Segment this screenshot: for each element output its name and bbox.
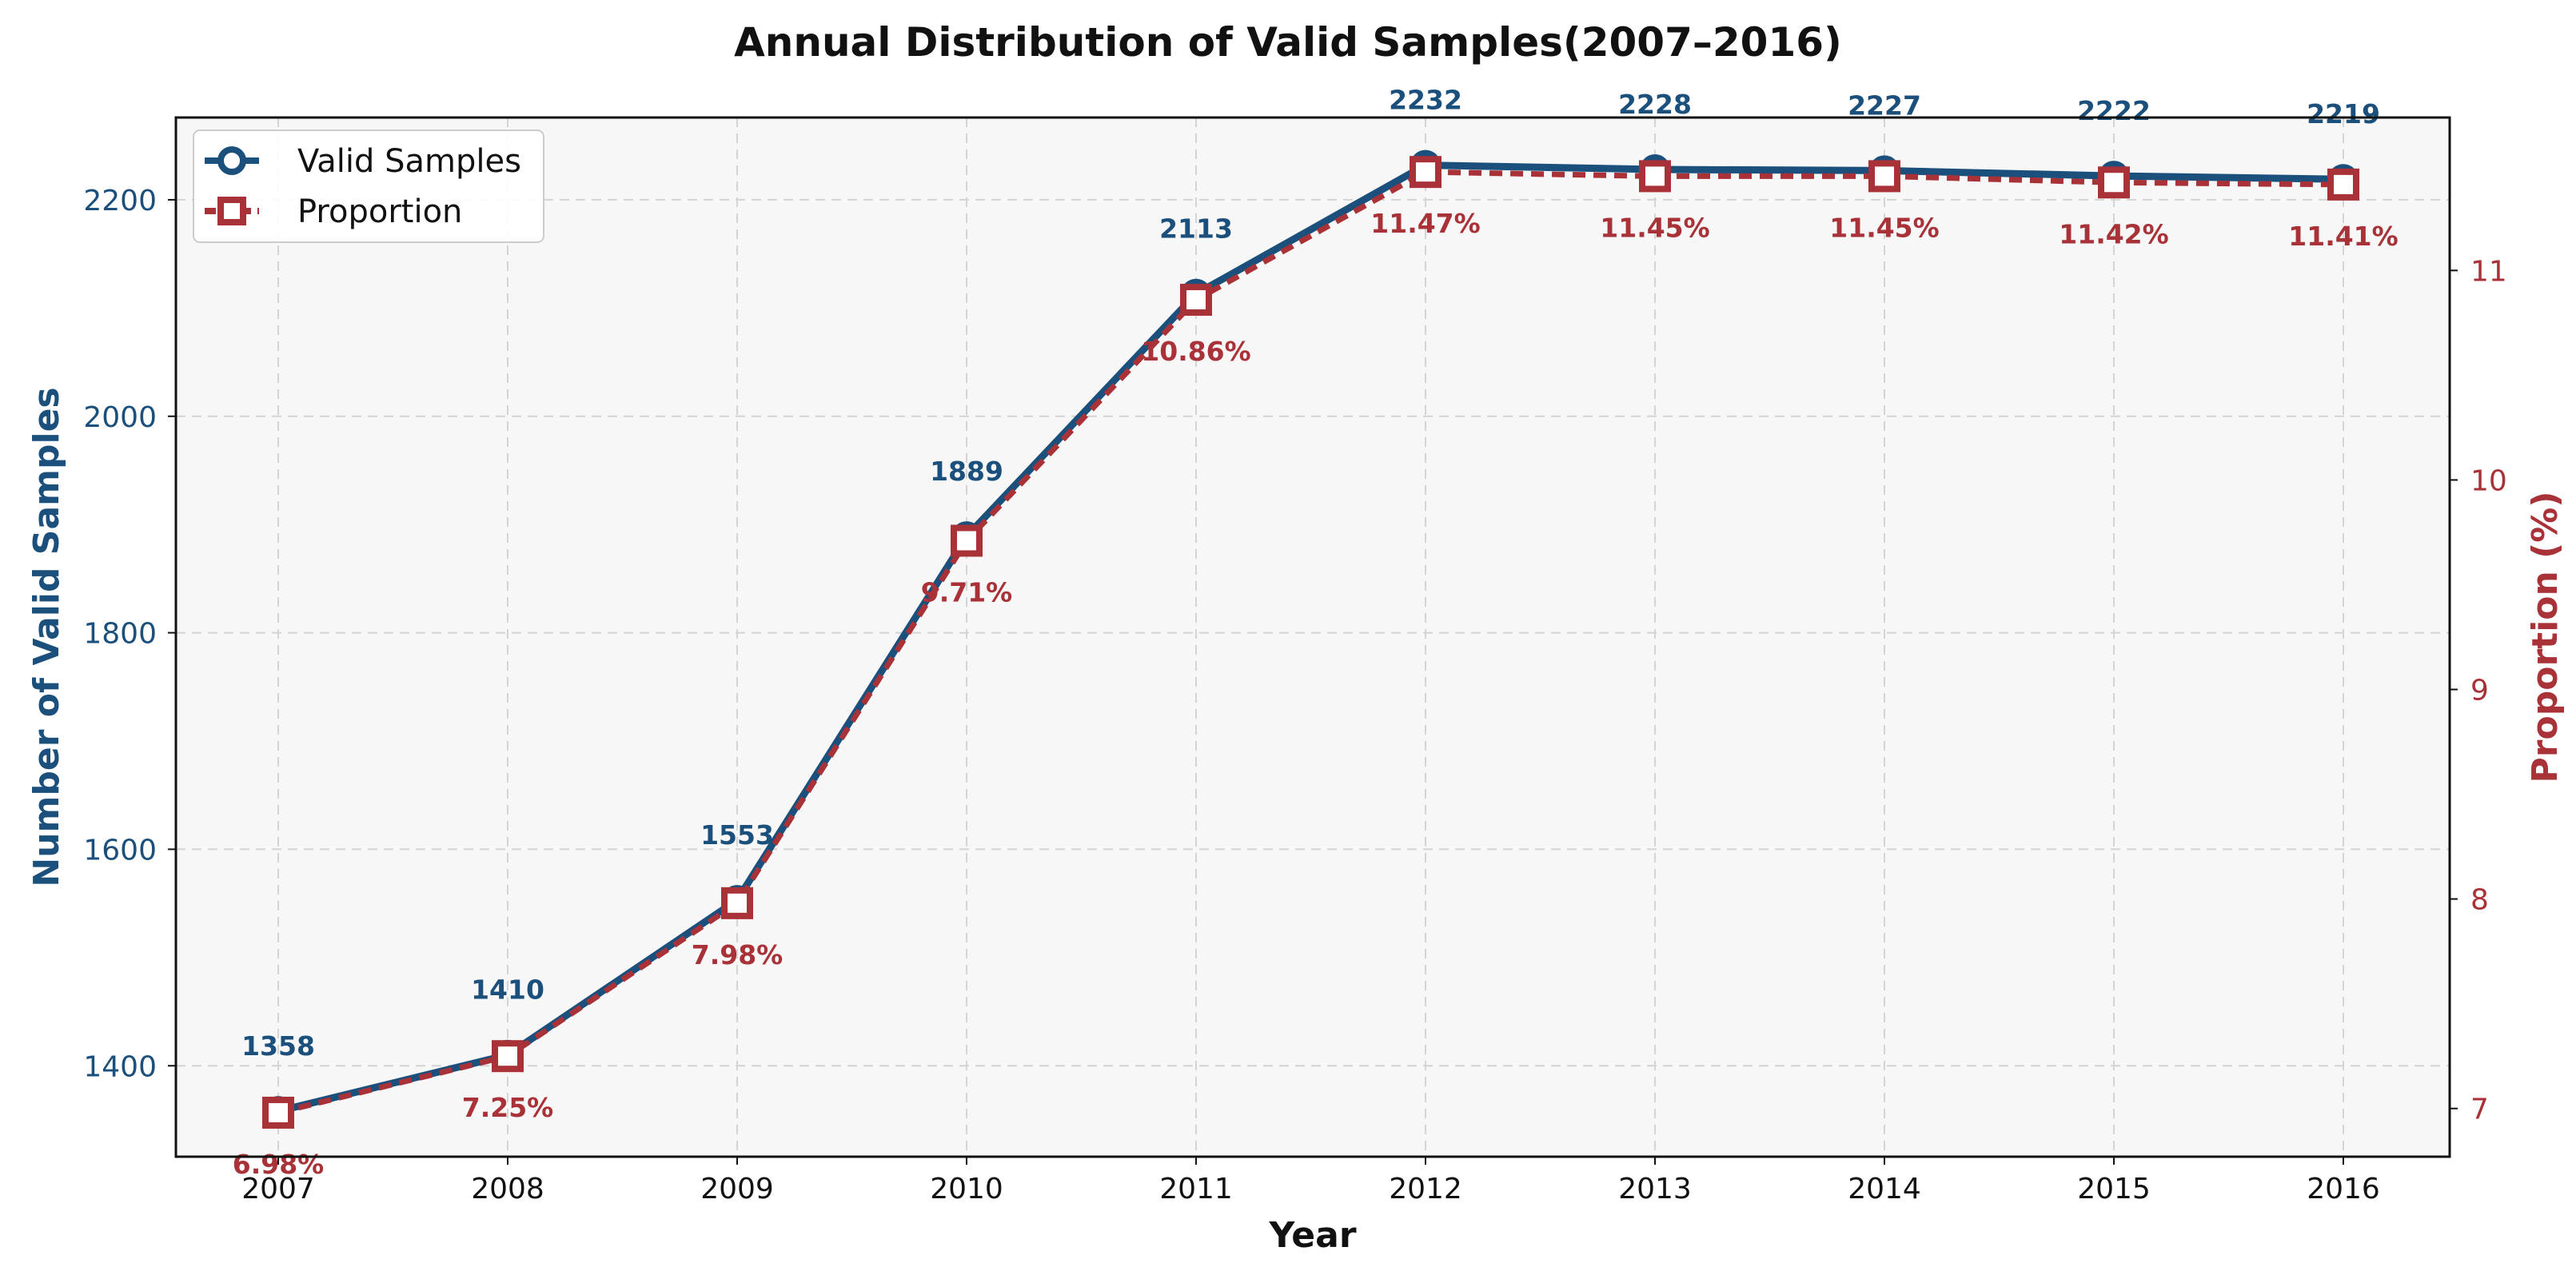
- data-label-valid-samples: 2232: [1389, 85, 1462, 116]
- data-label-proportion: 10.86%: [1141, 336, 1250, 367]
- x-tick-label: 2016: [2307, 1173, 2380, 1205]
- series-lines: [277, 161, 2344, 1116]
- y-left-tick-label: 1400: [83, 1050, 157, 1083]
- x-tick-label: 2011: [1159, 1173, 1233, 1205]
- gridlines: [176, 118, 2450, 1157]
- y-right-tick-label: 8: [2470, 884, 2489, 917]
- data-label-proportion: 11.45%: [1829, 212, 1939, 243]
- y-right-tick-label: 9: [2470, 675, 2489, 707]
- chart-title: Annual Distribution of Valid Samples(200…: [734, 19, 1842, 66]
- marker-proportion: [492, 1040, 524, 1073]
- data-labels: 1358 1410 1553 1889 2113 2232 2228 2227 2222 2219…: [233, 85, 2399, 1180]
- x-tick-label: 2008: [471, 1173, 544, 1205]
- data-label-proportion: 11.45%: [1600, 212, 1709, 243]
- x-tick-label: 2007: [241, 1173, 315, 1205]
- marker-proportion: [951, 524, 983, 557]
- data-label-valid-samples: 1358: [241, 1030, 315, 1062]
- marker-proportion: [1639, 160, 1671, 193]
- data-label-proportion: 11.41%: [2288, 221, 2398, 252]
- marker-proportion: [1410, 156, 1442, 189]
- data-label-valid-samples: 2227: [1848, 90, 1921, 121]
- data-label-valid-samples: 1889: [930, 456, 1003, 487]
- data-label-proportion: 11.47%: [1370, 208, 1480, 239]
- y-left-tick-label: 2000: [83, 401, 157, 434]
- data-label-valid-samples: 1553: [700, 819, 774, 851]
- x-tick-label: 2014: [1848, 1173, 1921, 1205]
- x-tick-label: 2013: [1618, 1173, 1692, 1205]
- legend-label-valid-samples: Valid Samples: [297, 143, 521, 180]
- legend-marker-square: [217, 197, 246, 225]
- data-label-valid-samples: 2228: [1618, 89, 1692, 120]
- y-axis-left-label: Number of Valid Samples: [26, 387, 67, 887]
- x-tick-label: 2009: [700, 1173, 774, 1205]
- data-label-valid-samples: 1410: [471, 974, 544, 1006]
- x-tick-label: 2015: [2077, 1173, 2151, 1205]
- y-right-tick-label: 10: [2470, 464, 2507, 497]
- x-tick-label: 2010: [930, 1173, 1003, 1205]
- data-label-valid-samples: 2219: [2307, 98, 2380, 129]
- legend-marker-circle: [217, 146, 246, 175]
- legend-label-proportion: Proportion: [297, 193, 462, 230]
- marker-proportion: [1180, 284, 1212, 317]
- series-line-proportion: [277, 169, 2344, 1116]
- y-left-tick-label: 2200: [83, 185, 157, 217]
- data-label-proportion: 9.71%: [921, 576, 1013, 608]
- y-right-tick-label: 11: [2470, 255, 2507, 288]
- y-axis-right-label: Proportion (%): [2525, 492, 2566, 783]
- marker-proportion: [721, 887, 753, 919]
- marker-proportion: [1868, 160, 1900, 193]
- y-right-tick-label: 7: [2470, 1094, 2489, 1126]
- x-tick-label: 2012: [1389, 1173, 1462, 1205]
- data-label-proportion: 11.42%: [2059, 218, 2168, 249]
- legend-box: [193, 129, 544, 243]
- marker-proportion: [2327, 168, 2359, 201]
- marker-proportion: [2098, 166, 2130, 199]
- data-label-valid-samples: 2113: [1159, 213, 1233, 245]
- data-label-proportion: 7.98%: [692, 939, 784, 970]
- data-label-proportion: 7.25%: [462, 1092, 554, 1123]
- marker-proportion: [262, 1096, 294, 1129]
- y-left-tick-label: 1600: [83, 834, 157, 867]
- plot-area: [176, 118, 2450, 1157]
- axis-ticks: 2007 2008 2009 2010 2011 2012 2013 2014 2015 2016…: [83, 185, 2506, 1205]
- legend: Valid Samples Proportion: [193, 129, 544, 243]
- data-label-valid-samples: 2222: [2077, 95, 2151, 126]
- plot-frame: [174, 116, 2451, 1158]
- x-axis-label: Year: [1268, 1215, 1356, 1256]
- series-markers: [262, 149, 2359, 1129]
- y-left-tick-label: 1800: [83, 618, 157, 651]
